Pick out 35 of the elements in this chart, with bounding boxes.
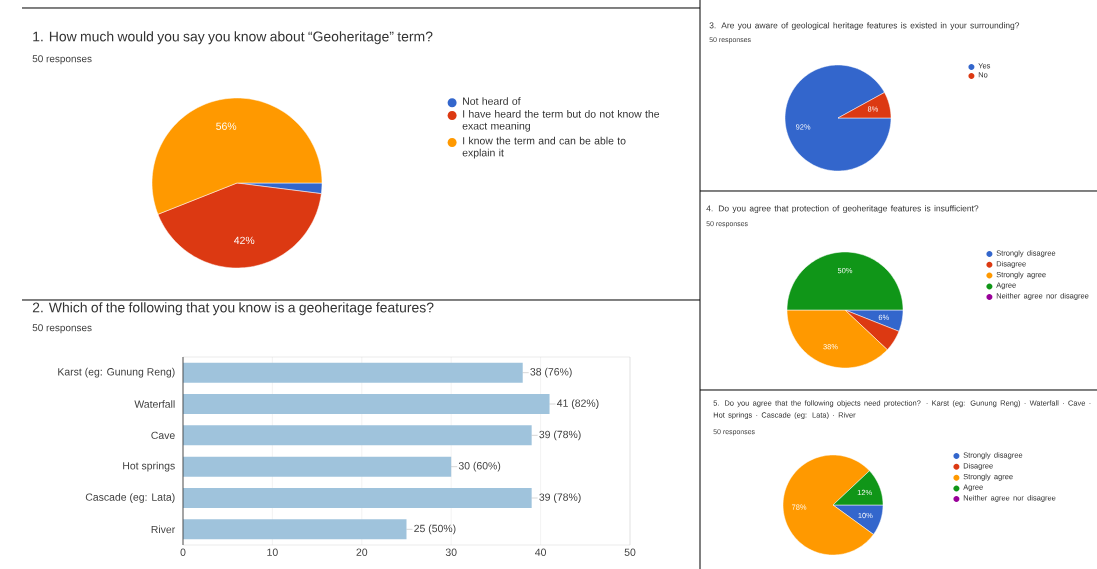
bar bbox=[183, 425, 532, 446]
y-tick-label: Cascade (eg: Lata) bbox=[85, 493, 175, 503]
bar bbox=[183, 362, 523, 383]
x-tick-label: 10 bbox=[267, 548, 278, 556]
x-tick-label: 30 bbox=[445, 548, 457, 556]
data-label: 42% bbox=[234, 236, 255, 245]
chart-title: 3. Are you aware of geological heritage features is existed in your surrounding? bbox=[709, 22, 1020, 31]
data-label: 25 (50%) bbox=[414, 524, 456, 535]
data-label: 39 (78%) bbox=[539, 493, 581, 503]
bar bbox=[183, 456, 452, 477]
data-label: 39 (78%) bbox=[539, 430, 581, 441]
text: 50 responses bbox=[32, 324, 92, 334]
data-label: 56% bbox=[216, 122, 237, 130]
y-tick-label: Cave bbox=[151, 431, 175, 440]
bar bbox=[183, 488, 532, 508]
y-tick-label: Waterfall bbox=[134, 400, 175, 408]
x-tick-label: 40 bbox=[535, 548, 546, 556]
y-tick-label: Hot springs bbox=[123, 461, 175, 472]
data-label: 38 (76%) bbox=[530, 367, 572, 378]
bar bbox=[183, 394, 550, 414]
bar bbox=[183, 519, 407, 540]
x-tick-label: 0 bbox=[180, 548, 186, 556]
y-tick-label: Karst (eg: Gunung Reng) bbox=[58, 367, 175, 378]
data-label: 41 (82%) bbox=[556, 399, 599, 409]
chart-title: 4. Do you agree that protection of geoheritage features is insufficient? bbox=[706, 205, 979, 214]
legend-label: I know the term and can be able to explain it bbox=[462, 136, 626, 159]
legend-label: I have heard the term but do not know the exact meaning bbox=[462, 109, 660, 132]
legend-label: Not heard of bbox=[463, 97, 521, 105]
x-tick-label: 50 bbox=[624, 548, 636, 556]
chart-title: 2. Which of the following that you know is a geoheritage features? bbox=[32, 302, 434, 316]
x-tick-label: 20 bbox=[356, 548, 368, 556]
data-label: 30 (60%) bbox=[458, 461, 501, 472]
y-tick-label: River bbox=[151, 525, 176, 534]
chart-title: 1. How much would you say you know about “Geoheritage” term? bbox=[33, 31, 433, 45]
text: 50 responses bbox=[32, 55, 92, 65]
